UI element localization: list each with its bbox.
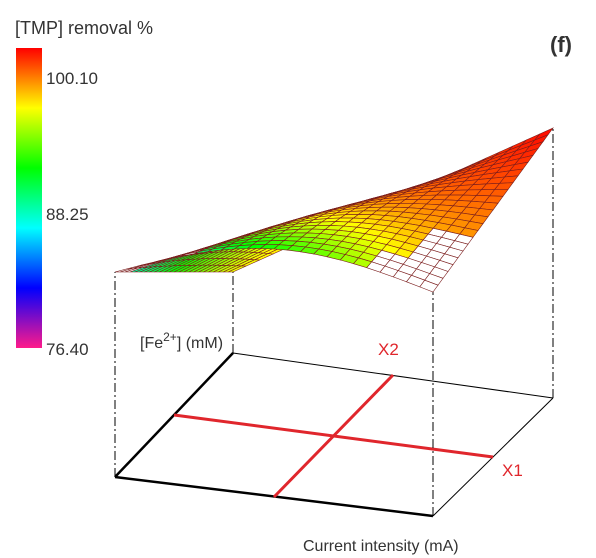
x2-label: X2 <box>378 340 399 359</box>
colorbar-title: [TMP] removal % <box>15 18 153 38</box>
fe-label-sup: 2+ <box>163 330 177 344</box>
surface-cell <box>419 279 439 293</box>
projection-lines <box>114 128 554 516</box>
colorbar-tick-max: 100.10 <box>46 69 98 88</box>
colorbar: [TMP] removal % 100.10 88.25 76.40 <box>15 18 153 359</box>
response-surface-mesh <box>114 127 554 293</box>
colorbar-bar <box>16 48 42 348</box>
fe-label-main: [Fe <box>140 335 163 352</box>
colorbar-tick-mid: 88.25 <box>46 205 89 224</box>
colorbar-tick-min: 76.40 <box>46 340 89 359</box>
panel-label: (f) <box>550 32 572 57</box>
x1-label: X1 <box>502 461 523 480</box>
factor-crosshair <box>173 373 494 499</box>
x2-center-line <box>272 373 395 499</box>
fe-label-tail: ] (mM) <box>177 335 223 352</box>
fe-axis-label: [Fe2+] (mM) <box>140 330 223 352</box>
x-axis-label: Current intensity (mA) <box>303 538 459 555</box>
axis-labels: [Fe2+] (mM) X2 X1 Current intensity (mA) <box>140 330 523 555</box>
